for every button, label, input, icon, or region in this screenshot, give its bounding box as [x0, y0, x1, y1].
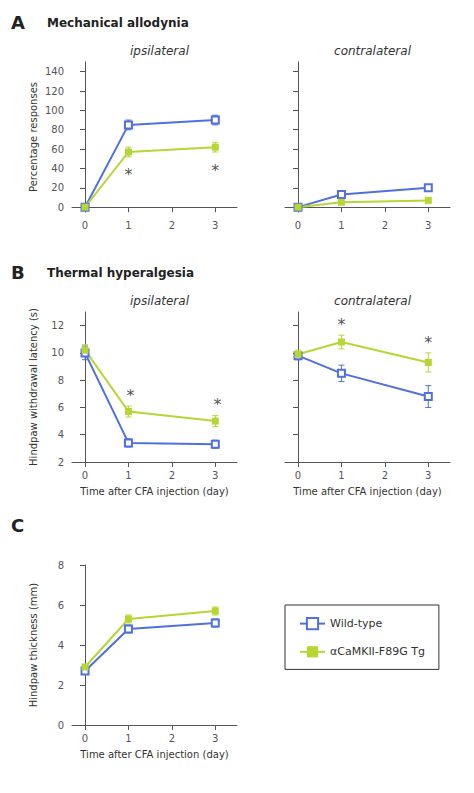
svg-text:Hindpaw withdrawal latency (s): Hindpaw withdrawal latency (s) [28, 308, 39, 466]
svg-text:*: * [337, 315, 345, 334]
svg-text:3: 3 [425, 470, 431, 481]
svg-text:Mechanical allodynia: Mechanical allodynia [47, 16, 189, 30]
svg-text:1: 1 [125, 733, 131, 744]
svg-text:4: 4 [58, 640, 64, 651]
svg-text:0: 0 [295, 470, 301, 481]
svg-text:contralateral: contralateral [334, 44, 412, 58]
svg-text:0: 0 [295, 220, 301, 231]
svg-text:0: 0 [82, 220, 88, 231]
svg-text:6: 6 [58, 600, 64, 611]
svg-text:4: 4 [58, 429, 64, 440]
svg-text:6: 6 [58, 402, 64, 413]
svg-text:140: 140 [45, 66, 64, 77]
svg-text:Time after CFA injection (day): Time after CFA injection (day) [79, 749, 228, 760]
svg-text:B: B [11, 262, 25, 283]
svg-text:2: 2 [169, 470, 175, 481]
svg-text:8: 8 [58, 375, 64, 386]
svg-text:A: A [11, 12, 25, 33]
svg-text:2: 2 [382, 220, 388, 231]
svg-text:*: * [127, 386, 135, 405]
svg-text:contralateral: contralateral [334, 294, 412, 308]
svg-text:*: * [211, 161, 219, 180]
svg-text:C: C [11, 515, 24, 536]
svg-text:ipsilateral: ipsilateral [130, 44, 190, 58]
svg-text:0: 0 [58, 202, 64, 213]
svg-text:40: 40 [51, 163, 64, 174]
svg-text:3: 3 [212, 220, 218, 231]
svg-text:1: 1 [338, 220, 344, 231]
svg-text:ipsilateral: ipsilateral [130, 294, 190, 308]
svg-text:3: 3 [212, 470, 218, 481]
svg-text:60: 60 [51, 144, 64, 155]
svg-text:80: 80 [51, 124, 64, 135]
svg-text:*: * [124, 165, 132, 184]
svg-text:2: 2 [169, 733, 175, 744]
svg-text:2: 2 [169, 220, 175, 231]
svg-text:2: 2 [58, 680, 64, 691]
svg-text:0: 0 [82, 733, 88, 744]
svg-text:0: 0 [82, 470, 88, 481]
svg-text:0: 0 [58, 720, 64, 731]
svg-text:1: 1 [338, 470, 344, 481]
svg-text:Thermal hyperalgesia: Thermal hyperalgesia [47, 266, 194, 280]
svg-text:3: 3 [425, 220, 431, 231]
svg-text:1: 1 [125, 220, 131, 231]
svg-text:Percentage responses: Percentage responses [28, 82, 39, 192]
svg-text:120: 120 [45, 86, 64, 97]
svg-text:Wild-type: Wild-type [330, 617, 383, 630]
svg-text:100: 100 [45, 105, 64, 116]
svg-text:1: 1 [125, 470, 131, 481]
svg-text:2: 2 [58, 457, 64, 468]
svg-text:3: 3 [212, 733, 218, 744]
svg-text:12: 12 [51, 320, 64, 331]
svg-text:Hindpaw thickness (mm): Hindpaw thickness (mm) [28, 583, 39, 708]
svg-text:20: 20 [51, 182, 64, 193]
svg-text:10: 10 [51, 347, 64, 358]
svg-text:8: 8 [58, 560, 64, 571]
svg-text:2: 2 [382, 470, 388, 481]
svg-text:Time after CFA injection (day): Time after CFA injection (day) [79, 486, 228, 497]
svg-text:Time after CFA injection (day): Time after CFA injection (day) [292, 486, 441, 497]
svg-text:αCaMKII-F89G Tg: αCaMKII-F89G Tg [330, 645, 425, 658]
svg-text:*: * [213, 395, 221, 414]
svg-text:*: * [424, 333, 432, 352]
